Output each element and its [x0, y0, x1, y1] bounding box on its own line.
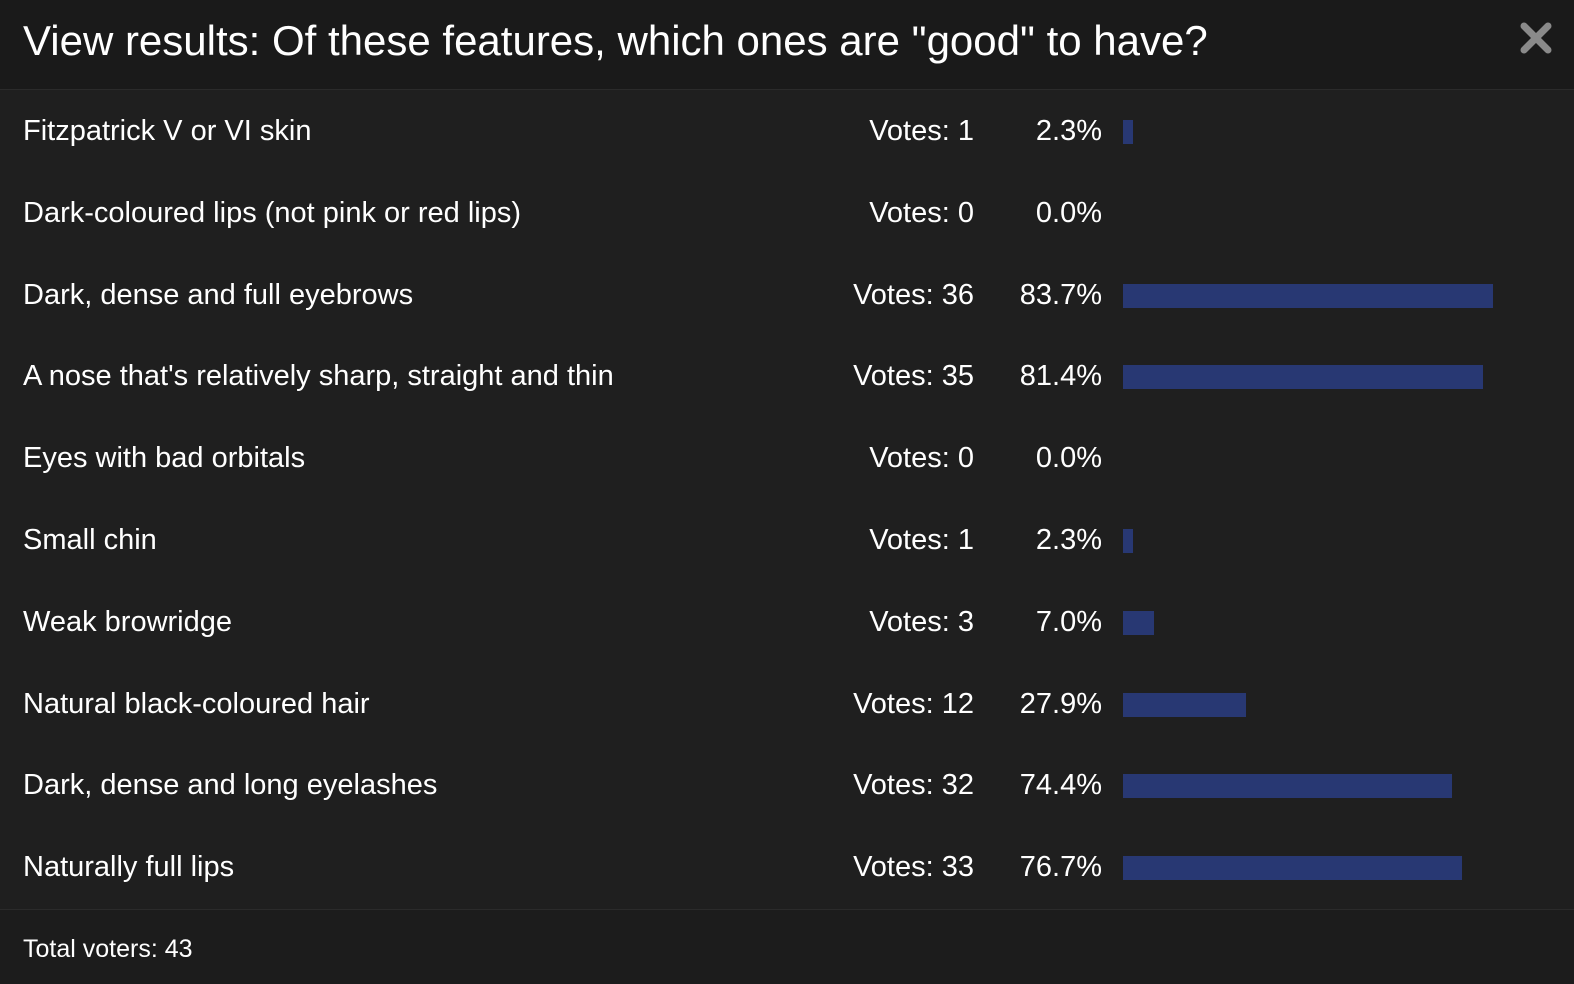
result-bar-track	[1123, 365, 1565, 390]
vote-percent: 76.7%	[1019, 851, 1102, 884]
result-bar-track	[1123, 447, 1565, 471]
option-label: Dark-coloured lips (not pink or red lips…	[23, 196, 522, 229]
vote-percent: 0.0%	[1035, 196, 1102, 229]
result-row: Dark, dense and full eyebrows Votes: 36 …	[0, 255, 1574, 337]
result-row: Fitzpatrick V or VI skin Votes: 1 2.3%	[0, 91, 1574, 173]
vote-count: Votes: 3	[869, 605, 974, 638]
dialog-title: View results: Of these features, which o…	[23, 17, 1208, 64]
option-label: Dark, dense and long eyelashes	[23, 769, 438, 802]
result-row: Weak browridge Votes: 3 7.0%	[0, 582, 1574, 664]
result-bar-track	[1123, 692, 1565, 717]
vote-percent: 81.4%	[1019, 360, 1102, 393]
vote-count: Votes: 33	[853, 851, 974, 884]
option-label: Eyes with bad orbitals	[23, 442, 306, 475]
option-label: Weak browridge	[23, 605, 233, 638]
result-row: Small chin Votes: 1 2.3%	[0, 500, 1574, 582]
result-row: Naturally full lips Votes: 33 76.7%	[0, 827, 1574, 909]
result-bar-track	[1123, 774, 1565, 799]
vote-percent: 2.3%	[1035, 523, 1102, 556]
result-bar-track	[1123, 120, 1565, 144]
result-bar-track	[1123, 856, 1565, 881]
vote-count: Votes: 1	[869, 115, 974, 147]
result-bar	[1123, 120, 1134, 144]
vote-count: Votes: 0	[869, 196, 974, 229]
vote-count: Votes: 32	[853, 769, 974, 802]
results-list: Fitzpatrick V or VI skin Votes: 1 2.3% D…	[0, 91, 1574, 909]
result-row: Dark-coloured lips (not pink or red lips…	[0, 173, 1574, 255]
result-row: Natural black-coloured hair Votes: 12 27…	[0, 664, 1574, 746]
dialog-header: View results: Of these features, which o…	[0, 0, 1574, 90]
option-label: Fitzpatrick V or VI skin	[23, 115, 312, 147]
dialog-footer: Total voters: 43	[0, 909, 1574, 984]
vote-count: Votes: 12	[853, 687, 974, 720]
result-bar	[1123, 365, 1483, 390]
vote-count: Votes: 0	[869, 442, 974, 475]
result-row: Eyes with bad orbitals Votes: 0 0.0%	[0, 418, 1574, 500]
result-bar-track	[1123, 610, 1565, 635]
result-bar	[1123, 528, 1134, 553]
result-bar	[1123, 283, 1493, 308]
result-row: A nose that's relatively sharp, straight…	[0, 336, 1574, 418]
vote-count: Votes: 36	[853, 278, 974, 311]
close-button[interactable]	[1516, 18, 1556, 58]
result-bar	[1123, 774, 1452, 799]
result-bar-track	[1123, 202, 1565, 226]
vote-percent: 2.3%	[1035, 115, 1102, 147]
option-label: A nose that's relatively sharp, straight…	[23, 360, 614, 393]
vote-count: Votes: 35	[853, 360, 974, 393]
option-label: Small chin	[23, 523, 157, 556]
result-bar-track	[1123, 528, 1565, 553]
vote-percent: 0.0%	[1035, 442, 1102, 475]
close-icon	[1520, 22, 1552, 54]
result-bar	[1123, 856, 1462, 881]
result-bar	[1123, 692, 1247, 717]
option-label: Natural black-coloured hair	[23, 687, 370, 720]
total-voters: Total voters: 43	[23, 935, 193, 963]
result-bar-track	[1123, 283, 1565, 308]
result-bar	[1123, 610, 1154, 635]
option-label: Naturally full lips	[23, 851, 235, 884]
vote-percent: 7.0%	[1035, 605, 1102, 638]
option-label: Dark, dense and full eyebrows	[23, 278, 414, 311]
vote-percent: 74.4%	[1019, 769, 1102, 802]
result-row: Dark, dense and long eyelashes Votes: 32…	[0, 745, 1574, 827]
vote-percent: 83.7%	[1019, 278, 1102, 311]
vote-count: Votes: 1	[869, 523, 974, 556]
vote-percent: 27.9%	[1019, 687, 1102, 720]
